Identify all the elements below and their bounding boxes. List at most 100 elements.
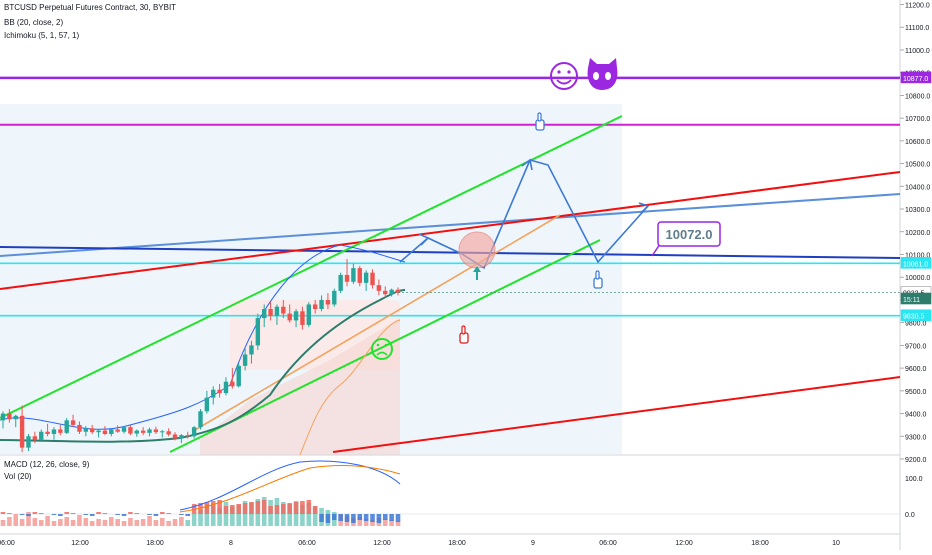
candle[interactable] xyxy=(223,377,229,396)
candle[interactable] xyxy=(64,418,69,435)
candle[interactable] xyxy=(160,429,165,438)
candle[interactable] xyxy=(281,299,286,319)
pointing-hand-icon[interactable] xyxy=(593,270,603,289)
volume-bar xyxy=(191,514,197,526)
candle[interactable] xyxy=(242,347,248,371)
candle[interactable] xyxy=(39,429,44,442)
candle[interactable] xyxy=(300,306,305,330)
candle[interactable] xyxy=(204,390,210,414)
price-label[interactable]: 10061.0 xyxy=(900,257,932,269)
candle[interactable] xyxy=(70,414,76,428)
candle[interactable] xyxy=(211,386,216,405)
symbol-title[interactable]: BTCUSD Perpetual Futures Contract, 30, B… xyxy=(4,3,177,12)
price-callout[interactable]: 10072.0 xyxy=(651,221,721,257)
candle[interactable] xyxy=(166,428,171,437)
candle-body xyxy=(204,397,210,412)
macd-pane[interactable]: 100.0 0.0 xyxy=(0,460,923,526)
bb-indicator-label[interactable]: BB (20, close, 2) xyxy=(4,18,64,27)
macd-hist-bar xyxy=(395,514,401,522)
candle[interactable] xyxy=(274,304,280,325)
candle-body xyxy=(58,429,63,433)
candle[interactable] xyxy=(185,431,190,439)
candle[interactable] xyxy=(287,304,292,323)
candle[interactable] xyxy=(19,405,25,453)
candle[interactable] xyxy=(134,429,139,437)
candle[interactable] xyxy=(332,288,337,307)
candle[interactable] xyxy=(96,429,101,438)
candle[interactable] xyxy=(395,287,401,296)
candle[interactable] xyxy=(45,423,50,437)
candle[interactable] xyxy=(0,411,6,429)
candle[interactable] xyxy=(121,426,127,434)
candle[interactable] xyxy=(147,427,152,437)
candle[interactable] xyxy=(389,288,394,297)
candle[interactable] xyxy=(376,279,382,296)
candle[interactable] xyxy=(249,340,254,364)
candle-body xyxy=(0,413,6,421)
candle[interactable] xyxy=(7,409,12,423)
ichimoku-indicator-label[interactable]: Ichimoku (5, 1, 57, 1) xyxy=(4,31,80,40)
candle[interactable] xyxy=(306,302,312,328)
candle[interactable] xyxy=(351,263,356,285)
macd-hist-bar xyxy=(89,514,95,516)
candle[interactable] xyxy=(230,368,235,389)
candle-body xyxy=(268,309,273,316)
candle[interactable] xyxy=(32,431,38,444)
candle[interactable] xyxy=(255,313,261,350)
macd-hist-bar xyxy=(70,513,76,514)
volume-bar xyxy=(115,519,120,526)
volume-indicator-label[interactable]: Vol (20) xyxy=(4,472,32,481)
price-tick-label: 10700.0 xyxy=(905,116,930,123)
candle[interactable] xyxy=(319,295,324,312)
candle[interactable] xyxy=(217,384,222,398)
candle-body xyxy=(45,431,50,435)
candle[interactable] xyxy=(325,293,331,310)
volume-bar xyxy=(363,519,369,526)
candle[interactable] xyxy=(153,426,159,435)
macd-hist-bar xyxy=(115,514,120,515)
price-label[interactable]: 9830.5 xyxy=(900,309,932,322)
price-label[interactable]: 10877.0 xyxy=(900,71,932,84)
candle[interactable] xyxy=(58,424,63,436)
pointing-hand-icon[interactable] xyxy=(535,112,545,131)
candle[interactable] xyxy=(179,434,184,444)
macd-indicator-label[interactable]: MACD (12, 26, close, 9) xyxy=(4,460,90,469)
candle[interactable] xyxy=(312,299,318,314)
candle[interactable] xyxy=(268,302,273,321)
candle[interactable] xyxy=(172,432,178,441)
candle[interactable] xyxy=(198,409,203,430)
candle[interactable] xyxy=(109,428,114,437)
candle[interactable] xyxy=(140,427,146,436)
candle[interactable] xyxy=(128,424,133,436)
price-label[interactable]: 15:11 xyxy=(900,292,932,305)
candle[interactable] xyxy=(344,259,350,287)
pointing-hand-icon[interactable] xyxy=(459,325,469,344)
candle-body xyxy=(77,424,82,432)
candle[interactable] xyxy=(51,427,57,440)
price-tick-label: 10800.0 xyxy=(905,93,930,100)
candle[interactable] xyxy=(293,309,299,328)
bb-upper-band xyxy=(0,244,406,430)
candle[interactable] xyxy=(357,265,362,287)
candle[interactable] xyxy=(236,363,241,388)
candle[interactable] xyxy=(26,434,31,452)
candle[interactable] xyxy=(262,304,267,328)
candle[interactable] xyxy=(89,424,95,435)
candle[interactable] xyxy=(383,286,388,298)
macd-hist-bar xyxy=(134,513,140,514)
candle[interactable] xyxy=(77,421,82,435)
volume-bar xyxy=(38,520,44,526)
candle[interactable] xyxy=(83,426,89,437)
candle-body xyxy=(70,420,76,425)
candle[interactable] xyxy=(363,270,369,291)
candle[interactable] xyxy=(102,426,108,436)
time-axis[interactable]: 06:00 12:00 18:00 8 06:00 12:00 18:00 9 06:00 12:… xyxy=(0,540,840,547)
candle[interactable] xyxy=(13,414,18,428)
candle[interactable] xyxy=(115,425,120,433)
candle[interactable] xyxy=(370,269,375,289)
candles-group[interactable] xyxy=(0,259,401,453)
candle[interactable] xyxy=(338,272,343,294)
candle[interactable] xyxy=(191,426,197,439)
